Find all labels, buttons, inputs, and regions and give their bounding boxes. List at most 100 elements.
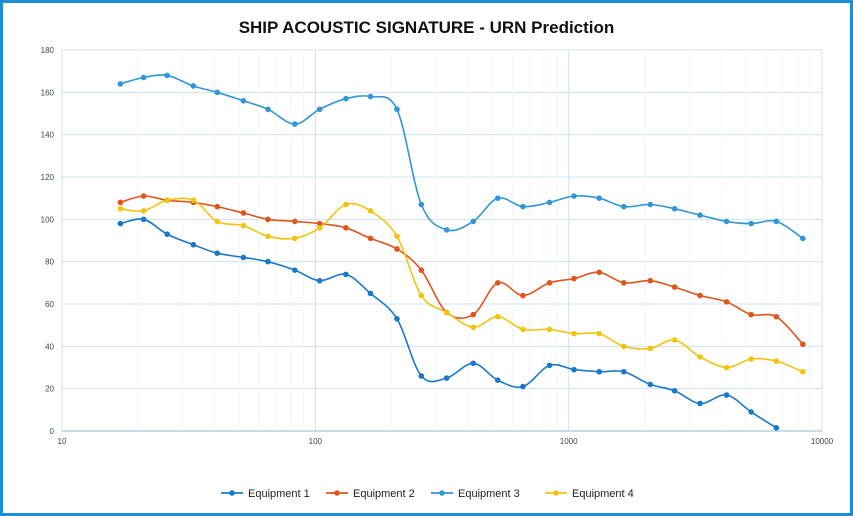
series-equipment-1 xyxy=(117,216,780,431)
data-point xyxy=(140,208,147,214)
data-point xyxy=(647,345,654,352)
data-point xyxy=(240,222,247,229)
data-point xyxy=(394,316,400,322)
data-point xyxy=(164,72,170,79)
data-point xyxy=(494,195,501,201)
data-point xyxy=(316,220,323,227)
data-point xyxy=(343,271,349,278)
legend-item-equipment-2: Equipment 2 xyxy=(326,488,415,500)
data-point xyxy=(240,98,247,104)
data-point xyxy=(117,81,124,87)
data-point xyxy=(596,195,603,201)
data-point xyxy=(748,409,754,415)
data-point xyxy=(620,203,627,210)
data-point xyxy=(470,218,477,225)
data-point xyxy=(494,313,501,320)
series-line xyxy=(120,195,804,345)
data-point xyxy=(292,235,298,242)
data-point xyxy=(292,267,298,273)
data-point xyxy=(470,360,477,367)
data-point xyxy=(292,121,298,127)
data-point xyxy=(571,193,577,199)
y-tick-label: 140 xyxy=(41,131,55,140)
data-point xyxy=(117,220,124,227)
data-point xyxy=(190,197,197,204)
data-point xyxy=(773,425,780,431)
data-point xyxy=(800,235,806,242)
data-point xyxy=(596,330,603,337)
plot-area xyxy=(62,50,822,431)
data-point xyxy=(394,106,400,113)
data-point xyxy=(800,341,806,348)
data-point xyxy=(316,106,323,113)
data-point xyxy=(773,358,780,364)
data-point xyxy=(697,292,703,299)
y-tick-label: 0 xyxy=(50,427,55,436)
data-point xyxy=(240,210,247,216)
data-point xyxy=(773,218,780,225)
data-point xyxy=(697,354,703,360)
data-point xyxy=(470,311,477,318)
data-point xyxy=(343,225,349,231)
data-point xyxy=(292,218,298,225)
data-point xyxy=(367,208,374,214)
data-point xyxy=(117,205,124,212)
data-point xyxy=(164,231,170,237)
data-point xyxy=(647,381,654,388)
data-point xyxy=(140,74,147,81)
data-point xyxy=(748,311,754,318)
data-point xyxy=(418,373,425,379)
data-point xyxy=(494,377,501,384)
y-tick-label: 120 xyxy=(41,173,55,182)
data-point xyxy=(647,201,654,208)
data-point xyxy=(723,364,730,371)
legend-marker xyxy=(334,490,340,496)
data-point xyxy=(443,227,450,233)
legend-label: Equipment 2 xyxy=(353,488,415,500)
data-point xyxy=(596,269,603,276)
y-tick-label: 80 xyxy=(45,258,54,267)
data-point xyxy=(418,292,425,299)
x-tick-label: 1000 xyxy=(560,437,578,446)
x-tick-label: 10 xyxy=(58,437,67,446)
data-point xyxy=(443,375,450,381)
x-tick-label: 10000 xyxy=(811,437,834,446)
y-tick-label: 20 xyxy=(45,385,54,394)
data-point xyxy=(265,106,271,113)
y-tick-label: 160 xyxy=(41,88,55,97)
data-point xyxy=(140,193,147,199)
legend-item-equipment-3: Equipment 3 xyxy=(431,488,520,500)
legend-item-equipment-1: Equipment 1 xyxy=(221,488,310,500)
data-point xyxy=(140,216,147,223)
y-tick-label: 60 xyxy=(45,300,54,309)
series-line xyxy=(120,74,804,240)
data-point xyxy=(647,277,654,284)
data-point xyxy=(697,400,703,407)
data-point xyxy=(418,201,425,208)
legend-label: Equipment 3 xyxy=(458,488,520,500)
x-tick-label: 100 xyxy=(309,437,323,446)
data-point xyxy=(671,284,678,290)
data-point xyxy=(748,356,754,362)
data-point xyxy=(520,203,526,210)
data-point xyxy=(367,290,374,297)
data-point xyxy=(343,95,349,102)
data-point xyxy=(671,337,678,343)
data-point xyxy=(214,89,221,96)
y-tick-label: 100 xyxy=(41,215,55,224)
data-point xyxy=(697,212,703,218)
data-point xyxy=(520,383,526,390)
data-point xyxy=(443,309,450,316)
data-point xyxy=(394,233,400,240)
data-point xyxy=(520,292,526,299)
data-point xyxy=(671,205,678,212)
data-point xyxy=(470,324,477,331)
data-point xyxy=(316,277,323,284)
data-point xyxy=(546,280,553,286)
legend-label: Equipment 4 xyxy=(572,488,634,500)
data-point xyxy=(571,330,577,337)
y-tick-label: 180 xyxy=(41,46,55,55)
chart-title: SHIP ACOUSTIC SIGNATURE - URN Prediction xyxy=(238,18,615,37)
data-point xyxy=(571,275,577,282)
data-point xyxy=(240,254,247,261)
